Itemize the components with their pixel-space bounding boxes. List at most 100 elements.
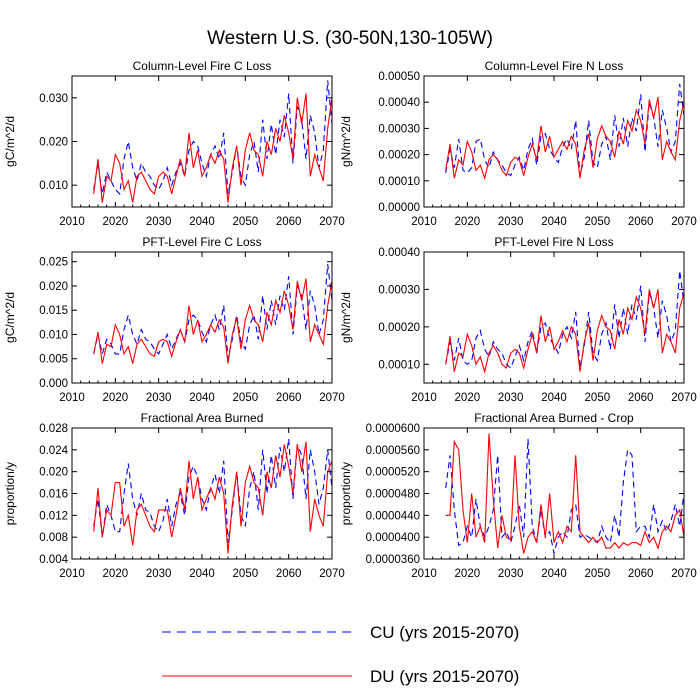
panel-title: PFT-Level Fire N Loss xyxy=(494,235,613,249)
y-axis-label: gN/m^2/d xyxy=(339,116,353,167)
y-tick-label: 0.00020 xyxy=(378,150,420,162)
y-tick-label: 0.020 xyxy=(39,467,68,479)
x-tick-label: 2030 xyxy=(146,392,172,404)
y-tick-label: 0.025 xyxy=(39,257,68,269)
plot-frame xyxy=(71,251,333,384)
plot-frame xyxy=(423,251,685,384)
x-tick-label: 2030 xyxy=(498,216,524,228)
x-tick-label: 2030 xyxy=(498,568,524,580)
x-tick-label: 2040 xyxy=(189,392,215,404)
y-tick-label: 0.008 xyxy=(39,532,68,544)
series-line-du xyxy=(445,96,684,181)
panels: Column-Level Fire C Loss gC/m^2/d 2010 2020… xyxy=(3,59,697,580)
series-line-du xyxy=(445,289,684,374)
x-tick-label: 2060 xyxy=(276,216,302,228)
panel-title: PFT-Level Fire C Loss xyxy=(142,235,261,249)
y-tick-label: 0.030 xyxy=(39,93,68,105)
x-tick-label: 2010 xyxy=(411,216,437,228)
y-axis-label: proportion/y xyxy=(339,462,353,525)
panel-5: Fractional Area Burned proportion/y 2010 20… xyxy=(3,411,345,580)
y-tick-label: 0.00010 xyxy=(378,176,420,188)
y-tick-label: 0.020 xyxy=(39,281,68,293)
series-line-du xyxy=(93,93,332,203)
y-tick-label: 0.00020 xyxy=(378,322,420,334)
y-axis-label: proportion/y xyxy=(3,462,17,525)
x-tick-label: 2070 xyxy=(671,568,697,580)
y-tick-label: 0.00030 xyxy=(378,284,420,296)
x-tick-label: 2050 xyxy=(233,392,259,404)
x-tick-label: 2060 xyxy=(276,568,302,580)
panel-title: Fractional Area Burned xyxy=(141,411,264,425)
x-tick-label: 2030 xyxy=(146,216,172,228)
legend-label-cu: CU (yrs 2015-2070) xyxy=(370,623,519,642)
panel-2: Column-Level Fire N Loss gN/m^2/d 2010 2020… xyxy=(339,59,697,228)
x-tick-label: 2040 xyxy=(541,392,567,404)
x-tick-label: 2020 xyxy=(103,392,129,404)
x-tick-label: 2020 xyxy=(103,216,129,228)
x-tick-label: 2050 xyxy=(585,216,611,228)
y-axis-label: gC/m^2/d xyxy=(3,292,17,343)
x-tick-label: 2010 xyxy=(59,568,85,580)
panel-6: Fractional Area Burned - Crop proportion/… xyxy=(339,411,697,580)
figure-title: Western U.S. (30-50N,130-105W) xyxy=(207,28,493,49)
y-axis-label: gN/m^2/d xyxy=(339,292,353,343)
legend: CU (yrs 2015-2070) DU (yrs 2015-2070) xyxy=(162,623,519,686)
y-tick-label: 0.00050 xyxy=(378,71,420,83)
x-tick-label: 2010 xyxy=(411,568,437,580)
x-tick-label: 2060 xyxy=(628,568,654,580)
series-line-du xyxy=(93,441,332,554)
y-tick-label: 0.0000600 xyxy=(366,423,420,435)
x-tick-label: 2040 xyxy=(189,216,215,228)
panel-title: Column-Level Fire N Loss xyxy=(485,59,624,73)
y-tick-label: 0.010 xyxy=(39,180,68,192)
x-tick-label: 2070 xyxy=(319,216,345,228)
y-axis-label: gC/m^2/d xyxy=(3,116,17,167)
x-tick-label: 2060 xyxy=(628,392,654,404)
series-line-du xyxy=(93,278,332,364)
y-tick-label: 0.0000560 xyxy=(366,445,420,457)
x-tick-label: 2040 xyxy=(189,568,215,580)
y-tick-label: 0.016 xyxy=(39,489,68,501)
x-tick-label: 2050 xyxy=(585,568,611,580)
y-tick-label: 0.0000480 xyxy=(366,489,420,501)
x-tick-label: 2070 xyxy=(319,568,345,580)
y-tick-label: 0.012 xyxy=(39,510,68,522)
panel-title: Fractional Area Burned - Crop xyxy=(474,411,634,425)
series-line-cu xyxy=(445,270,684,369)
y-tick-label: 0.00030 xyxy=(378,123,420,135)
y-tick-label: 0.00040 xyxy=(378,97,420,109)
panel-title: Column-Level Fire C Loss xyxy=(133,59,272,73)
y-tick-label: 0.004 xyxy=(39,554,68,566)
series-line-du xyxy=(445,433,684,554)
legend-label-du: DU (yrs 2015-2070) xyxy=(370,667,519,686)
x-tick-label: 2030 xyxy=(498,392,524,404)
y-tick-label: 0.015 xyxy=(39,305,68,317)
y-tick-label: 0.00000 xyxy=(378,202,420,214)
y-tick-label: 0.0000440 xyxy=(366,510,420,522)
y-tick-label: 0.0000360 xyxy=(366,554,420,566)
x-tick-label: 2050 xyxy=(233,568,259,580)
x-tick-label: 2050 xyxy=(585,392,611,404)
x-tick-label: 2050 xyxy=(233,216,259,228)
x-tick-label: 2070 xyxy=(671,392,697,404)
y-tick-label: 0.028 xyxy=(39,423,68,435)
x-tick-label: 2020 xyxy=(455,568,481,580)
series-line-cu xyxy=(93,80,332,196)
y-tick-label: 0.0000520 xyxy=(366,467,420,479)
x-tick-label: 2070 xyxy=(319,392,345,404)
x-tick-label: 2030 xyxy=(146,568,172,580)
y-tick-label: 0.020 xyxy=(39,137,68,149)
y-tick-label: 0.024 xyxy=(39,445,68,457)
y-tick-label: 0.000 xyxy=(39,378,68,390)
plot-frame xyxy=(71,75,333,208)
x-tick-label: 2060 xyxy=(276,392,302,404)
panel-3: PFT-Level Fire C Loss gC/m^2/d 2010 2020 203… xyxy=(3,235,345,404)
x-tick-label: 2040 xyxy=(541,216,567,228)
x-tick-label: 2020 xyxy=(455,392,481,404)
y-tick-label: 0.0000400 xyxy=(366,532,420,544)
series-line-cu xyxy=(445,83,684,177)
x-tick-label: 2070 xyxy=(671,216,697,228)
y-tick-label: 0.005 xyxy=(39,354,68,366)
x-tick-label: 2010 xyxy=(59,216,85,228)
